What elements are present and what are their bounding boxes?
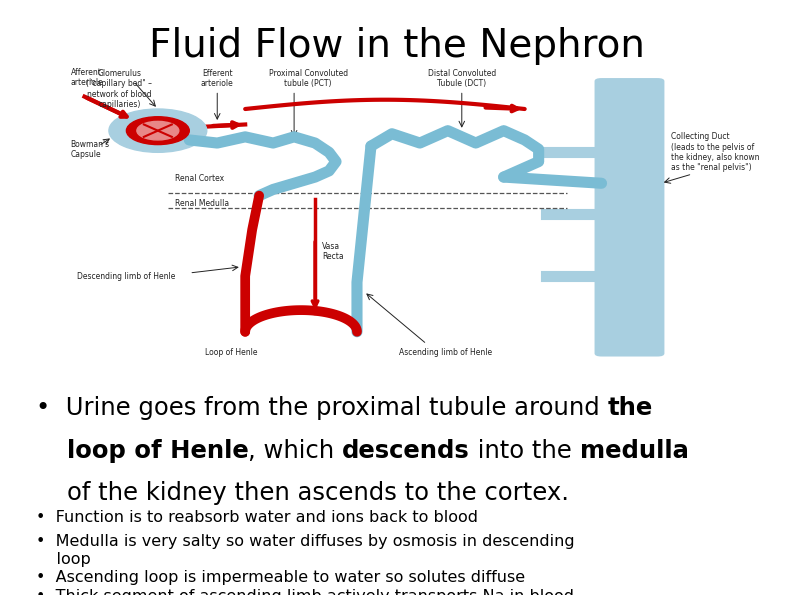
Text: Vasa
Recta: Vasa Recta [322, 242, 344, 261]
Text: Loop of Henle: Loop of Henle [205, 347, 257, 356]
Text: loop: loop [36, 552, 91, 567]
Circle shape [109, 109, 206, 152]
Text: into the: into the [470, 439, 580, 463]
Text: Bowman's
Capsule: Bowman's Capsule [71, 139, 110, 159]
Text: Renal Cortex: Renal Cortex [175, 174, 225, 183]
Text: •  Thick segment of ascending limb actively transports Na in blood: • Thick segment of ascending limb active… [36, 589, 574, 595]
Text: Distal Convoluted
Tubule (DCT): Distal Convoluted Tubule (DCT) [428, 69, 496, 88]
Text: medulla: medulla [580, 439, 688, 463]
Circle shape [126, 117, 189, 145]
Text: •  Urine goes from the proximal tubule around: • Urine goes from the proximal tubule ar… [36, 396, 607, 419]
Text: descends: descends [342, 439, 470, 463]
Text: Afferent
arteriole: Afferent arteriole [71, 68, 103, 87]
Text: Ascending limb of Henle: Ascending limb of Henle [399, 347, 492, 356]
Text: •  Ascending loop is impermeable to water so solutes diffuse: • Ascending loop is impermeable to water… [36, 570, 525, 585]
Text: Renal Medulla: Renal Medulla [175, 199, 229, 208]
Text: Proximal Convoluted
tubule (PCT): Proximal Convoluted tubule (PCT) [268, 69, 348, 88]
Circle shape [137, 121, 179, 140]
Text: Fluid Flow in the Nephron: Fluid Flow in the Nephron [149, 27, 645, 65]
Text: Collecting Duct
(leads to the pelvis of
the kidney, also known
as the "renal pel: Collecting Duct (leads to the pelvis of … [672, 132, 760, 173]
Text: •  Medulla is very salty so water diffuses by osmosis in descending: • Medulla is very salty so water diffuse… [36, 534, 574, 549]
Text: of the kidney then ascends to the cortex.: of the kidney then ascends to the cortex… [36, 481, 569, 505]
Text: •  Function is to reabsorb water and ions back to blood: • Function is to reabsorb water and ions… [36, 510, 478, 525]
Text: the: the [607, 396, 653, 419]
Text: , which: , which [249, 439, 342, 463]
Text: Descending limb of Henle: Descending limb of Henle [78, 271, 175, 281]
FancyBboxPatch shape [595, 78, 665, 356]
Text: loop of Henle: loop of Henle [67, 439, 249, 463]
Text: Efferent
arteriole: Efferent arteriole [201, 69, 233, 88]
Text: Glomerulus
("capillary bed" –
network of blood
capillaries): Glomerulus ("capillary bed" – network of… [87, 69, 152, 109]
